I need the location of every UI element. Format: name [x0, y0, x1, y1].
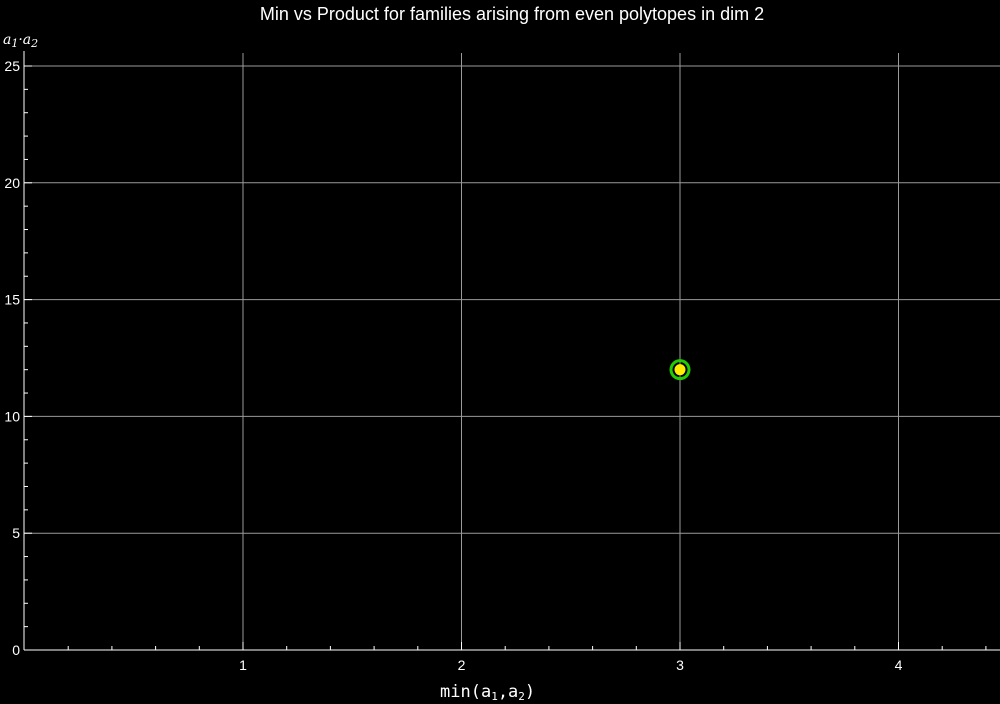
y-tick-label: 15: [4, 292, 20, 308]
x-tick-label: 1: [239, 657, 247, 673]
axes: [23, 50, 1000, 651]
x-tick-label: 4: [895, 657, 903, 673]
data-points: [669, 359, 691, 381]
y-tick-label: 25: [4, 58, 20, 74]
x-axis-label: min(a1,a2): [440, 682, 535, 703]
data-point-ring: [669, 359, 691, 381]
y-tick-label: 0: [12, 642, 20, 658]
data-point: [674, 364, 686, 376]
chart-title: Min vs Product for families arising from…: [260, 4, 764, 24]
ticks: [24, 65, 987, 650]
grid: [24, 52, 1000, 650]
y-axis-label: a1·a2: [3, 32, 38, 50]
y-tick-label: 10: [4, 408, 20, 424]
tick-labels: 1 2 3 4 0 5 10 15 20 25: [4, 58, 902, 673]
y-tick-label: 20: [4, 175, 20, 191]
x-tick-label: 2: [458, 657, 466, 673]
y-tick-label: 5: [12, 525, 20, 541]
x-tick-label: 3: [676, 657, 684, 673]
